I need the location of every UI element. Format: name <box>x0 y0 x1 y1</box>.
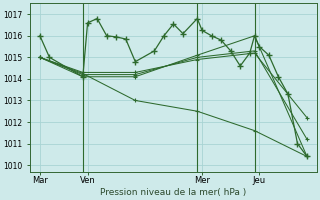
X-axis label: Pression niveau de la mer( hPa ): Pression niveau de la mer( hPa ) <box>100 188 247 197</box>
